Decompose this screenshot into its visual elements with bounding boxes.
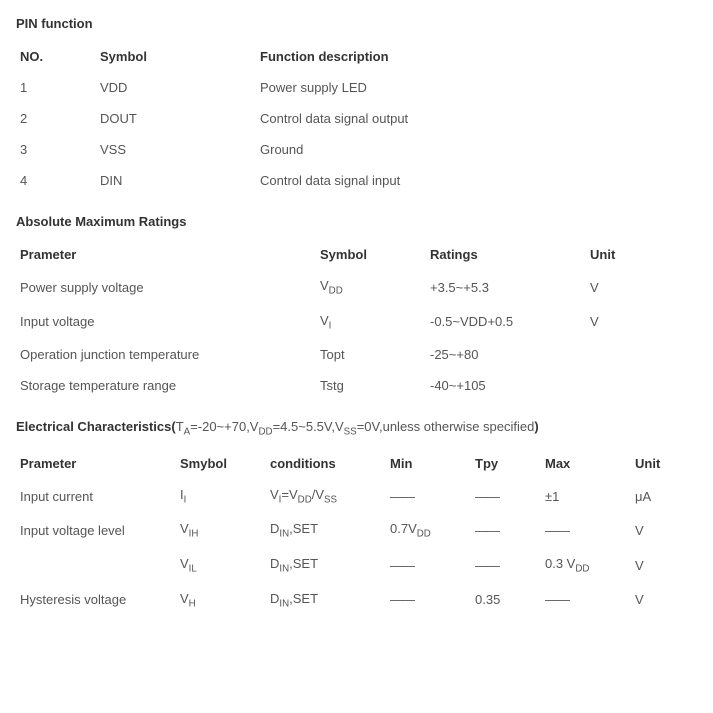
table-cell: -25~+80 [426, 339, 586, 370]
table-cell: —— [541, 583, 631, 618]
table-cell: DOUT [96, 103, 256, 134]
elec-table: Prameter Smybol conditions Min Tpy Max U… [16, 448, 697, 617]
table-cell: DIN [96, 165, 256, 196]
table-cell: 4 [16, 165, 96, 196]
table-cell: V [586, 270, 697, 305]
table-cell: DIN,SET [266, 513, 386, 548]
col-parameter: Prameter [16, 239, 316, 270]
table-row: Input voltageVI-0.5~VDD+0.5V [16, 305, 697, 340]
table-cell: +3.5~+5.3 [426, 270, 586, 305]
elec-body: Input currentIIVI=VDD/VSS————±1μAInput v… [16, 479, 697, 617]
table-cell: —— [471, 548, 541, 583]
col-symbol: Smybol [176, 448, 266, 479]
table-row: 2DOUTControl data signal output [16, 103, 697, 134]
abs-max-body: Power supply voltageVDD+3.5~+5.3VInput v… [16, 270, 697, 401]
table-cell: II [176, 479, 266, 514]
table-cell: —— [386, 479, 471, 514]
table-cell: DIN,SET [266, 583, 386, 618]
table-cell: VH [176, 583, 266, 618]
table-cell: V [631, 513, 697, 548]
pin-function-table: NO. Symbol Function description 1VDDPowe… [16, 41, 697, 196]
table-cell [586, 339, 697, 370]
table-row: Input voltage levelVIHDIN,SET0.7VDD————V [16, 513, 697, 548]
table-cell: Ground [256, 134, 697, 165]
col-parameter: Prameter [16, 448, 176, 479]
col-symbol: Symbol [316, 239, 426, 270]
table-cell: 0.35 [471, 583, 541, 618]
table-cell: VIH [176, 513, 266, 548]
table-cell: VIL [176, 548, 266, 583]
table-header-row: Prameter Smybol conditions Min Tpy Max U… [16, 448, 697, 479]
table-cell: Input voltage [16, 305, 316, 340]
col-ratings: Ratings [426, 239, 586, 270]
table-cell: VI=VDD/VSS [266, 479, 386, 514]
table-cell: V [631, 548, 697, 583]
table-cell: 3 [16, 134, 96, 165]
table-cell: —— [386, 583, 471, 618]
elec-title-suffix: ) [534, 419, 538, 434]
table-cell: Topt [316, 339, 426, 370]
table-cell: VDD [96, 72, 256, 103]
table-cell: Tstg [316, 370, 426, 401]
col-conditions: conditions [266, 448, 386, 479]
table-cell: Power supply LED [256, 72, 697, 103]
table-row: Storage temperature rangeTstg-40~+105 [16, 370, 697, 401]
table-cell: V [631, 583, 697, 618]
table-cell: —— [471, 479, 541, 514]
abs-max-title: Absolute Maximum Ratings [16, 214, 697, 229]
col-symbol: Symbol [96, 41, 256, 72]
table-cell: VSS [96, 134, 256, 165]
table-cell: Control data signal input [256, 165, 697, 196]
elec-title: Electrical Characteristics(TA=-20~+70,VD… [16, 419, 697, 438]
table-cell: —— [386, 548, 471, 583]
table-cell: —— [541, 513, 631, 548]
table-cell: V [586, 305, 697, 340]
table-cell: μA [631, 479, 697, 514]
elec-title-prefix: Electrical Characteristics( [16, 419, 176, 434]
table-row: Power supply voltageVDD+3.5~+5.3V [16, 270, 697, 305]
table-row: Hysteresis voltageVHDIN,SET——0.35——V [16, 583, 697, 618]
table-row: VILDIN,SET————0.3 VDDV [16, 548, 697, 583]
col-unit: Unit [631, 448, 697, 479]
col-min: Min [386, 448, 471, 479]
table-cell: VI [316, 305, 426, 340]
table-cell: —— [471, 513, 541, 548]
table-cell: Operation junction temperature [16, 339, 316, 370]
table-cell: Control data signal output [256, 103, 697, 134]
table-cell: 0.3 VDD [541, 548, 631, 583]
col-typ: Tpy [471, 448, 541, 479]
table-header-row: Prameter Symbol Ratings Unit [16, 239, 697, 270]
elec-title-cond: TA=-20~+70,VDD=4.5~5.5V,VSS=0V,unless ot… [176, 419, 535, 434]
table-cell: Input current [16, 479, 176, 514]
table-header-row: NO. Symbol Function description [16, 41, 697, 72]
table-row: Operation junction temperatureTopt-25~+8… [16, 339, 697, 370]
col-no: NO. [16, 41, 96, 72]
table-row: Input currentIIVI=VDD/VSS————±1μA [16, 479, 697, 514]
table-cell: Input voltage level [16, 513, 176, 548]
table-cell: 1 [16, 72, 96, 103]
abs-max-table: Prameter Symbol Ratings Unit Power suppl… [16, 239, 697, 401]
pin-function-title: PIN function [16, 16, 697, 31]
table-cell: 2 [16, 103, 96, 134]
table-cell: Power supply voltage [16, 270, 316, 305]
table-cell [16, 548, 176, 583]
table-row: 3VSSGround [16, 134, 697, 165]
col-function: Function description [256, 41, 697, 72]
table-cell: Storage temperature range [16, 370, 316, 401]
col-unit: Unit [586, 239, 697, 270]
table-cell: Hysteresis voltage [16, 583, 176, 618]
table-row: 4DINControl data signal input [16, 165, 697, 196]
pin-function-body: 1VDDPower supply LED2DOUTControl data si… [16, 72, 697, 196]
table-cell: -0.5~VDD+0.5 [426, 305, 586, 340]
table-cell [586, 370, 697, 401]
table-cell: VDD [316, 270, 426, 305]
col-max: Max [541, 448, 631, 479]
table-cell: DIN,SET [266, 548, 386, 583]
table-row: 1VDDPower supply LED [16, 72, 697, 103]
table-cell: 0.7VDD [386, 513, 471, 548]
table-cell: ±1 [541, 479, 631, 514]
table-cell: -40~+105 [426, 370, 586, 401]
